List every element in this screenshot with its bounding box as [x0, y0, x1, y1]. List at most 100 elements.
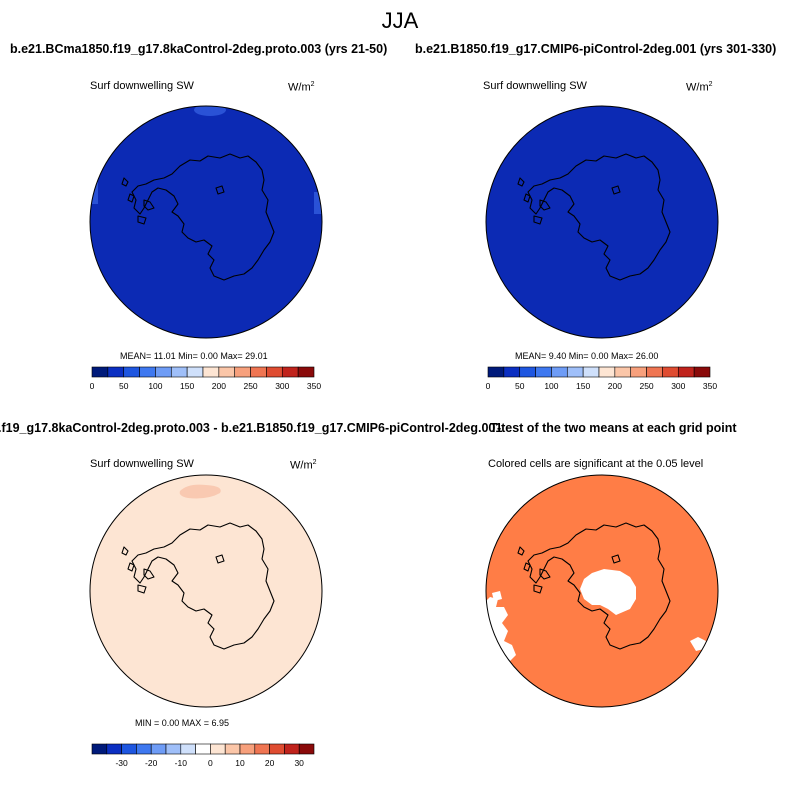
map-1-highlight-edge [90, 182, 98, 204]
colorbar-swatch [224, 743, 241, 755]
colorbar-swatch [487, 366, 505, 378]
colorbar-tick-label: 200 [608, 381, 622, 391]
colorbar-swatch [535, 366, 552, 378]
colorbar-swatch [150, 743, 167, 755]
colorbar-swatch [210, 743, 226, 755]
figure-title: JJA [381, 8, 419, 33]
colorbar-tick-label: 0 [208, 758, 213, 768]
colorbar-tick-label: -30 [115, 758, 128, 768]
colorbar-swatch [234, 366, 251, 378]
colorbar-swatch [266, 366, 283, 378]
map-3-field [90, 475, 322, 707]
map-4-border [485, 474, 719, 708]
panel-1-stats: MEAN= 11.01 Min= 0.00 Max= 29.01 [120, 351, 268, 361]
colorbar-swatch [646, 366, 663, 378]
colorbar-tick-label: 50 [515, 381, 525, 391]
colorbar-swatch [239, 743, 256, 755]
colorbar-swatch [155, 366, 172, 378]
colorbar-swatch [106, 743, 122, 755]
colorbar-swatch [218, 366, 236, 378]
panel-2-units: W/m2 [686, 81, 713, 94]
colorbar-tick-label: 10 [235, 758, 245, 768]
colorbar-swatch [269, 743, 285, 755]
colorbar-tick-label: 250 [639, 381, 653, 391]
colorbar-tick-label: 300 [671, 381, 685, 391]
colorbar-swatch [180, 743, 196, 755]
colorbar-tick-label: 350 [307, 381, 321, 391]
panel-3-subtitle: Surf downwelling SW [90, 458, 194, 470]
colorbar-swatch [139, 366, 156, 378]
colorbar-tick-label: 350 [703, 381, 717, 391]
map-4-nonsig-center [580, 569, 636, 615]
colorbar-tick-label: 50 [119, 381, 129, 391]
map-2-border [485, 105, 719, 339]
map-panel-2 [485, 105, 719, 339]
colorbar-tick-label: 100 [544, 381, 558, 391]
colorbar-swatch [519, 366, 536, 378]
map-panel-1 [89, 105, 323, 339]
panel-1-units: W/m2 [288, 81, 315, 94]
colorbar-swatch [136, 743, 152, 755]
colorbar-swatch [195, 743, 211, 755]
colorbar-swatch [582, 366, 600, 378]
colorbar-tick-label: 250 [243, 381, 257, 391]
colorbar-swatch [250, 366, 267, 378]
colorbar-tick-label: 150 [576, 381, 590, 391]
panel-2-subtitle: Surf downwelling SW [483, 80, 587, 92]
colorbar-tick-label: 100 [148, 381, 162, 391]
colorbar-swatch [123, 366, 140, 378]
colorbar-swatch [298, 743, 315, 755]
colorbar-2: 0 50 100 150 200 250 300 350 [486, 366, 717, 391]
colorbar-tick-label: -20 [145, 758, 158, 768]
colorbar-swatch [677, 366, 695, 378]
colorbar-swatch [693, 366, 711, 378]
colorbar-swatch [202, 366, 220, 378]
panel-2-stats: MEAN= 9.40 Min= 0.00 Max= 26.00 [515, 351, 659, 361]
colorbar-swatch [91, 743, 108, 755]
panel-2-title: b.e21.B1850.f19_g17.CMIP6-piControl-2deg… [415, 42, 777, 56]
colorbar-swatch [566, 366, 584, 378]
colorbar-tick-label: 20 [265, 758, 275, 768]
colorbar-tick-label: 0 [486, 381, 491, 391]
map-1-border [89, 105, 323, 339]
colorbar-tick-label: -10 [175, 758, 188, 768]
map-1-highlight-edge-right [314, 192, 322, 214]
colorbar-swatch [281, 366, 299, 378]
colorbar-swatch [503, 366, 521, 378]
panel-1-title: b.e21.BCma1850.f19_g17.8kaControl-2deg.p… [10, 42, 388, 56]
panel-3-units: W/m2 [290, 459, 317, 472]
map-4-nonsig-right [690, 637, 706, 651]
colorbar-swatch [107, 366, 125, 378]
colorbar-tick-label: 150 [180, 381, 194, 391]
map-2-field [486, 106, 718, 338]
colorbar-swatch [284, 743, 300, 755]
panel-4-subtitle: Colored cells are significant at the 0.0… [488, 458, 704, 470]
colorbar-swatch [91, 366, 109, 378]
colorbar-tick-label: 300 [275, 381, 289, 391]
colorbar-swatch [254, 743, 270, 755]
colorbar-swatch [170, 366, 188, 378]
map-3-border [89, 474, 323, 708]
colorbar-1: 0 50 100 150 200 250 300 350 [90, 366, 321, 391]
colorbar-tick-label: 0 [90, 381, 95, 391]
colorbar-swatch [186, 366, 204, 378]
map-panel-4 [485, 474, 719, 708]
colorbar-swatch [598, 366, 616, 378]
map-1-field [90, 106, 322, 338]
colorbar-swatch [630, 366, 647, 378]
colorbar-swatch [121, 743, 137, 755]
map-4-nonsig-small [492, 591, 502, 601]
colorbar-tick-label: 200 [212, 381, 226, 391]
panel-3-stats: MIN = 0.00 MAX = 6.95 [135, 718, 230, 728]
colorbar-swatch [614, 366, 632, 378]
colorbar-swatch [551, 366, 568, 378]
map-panel-3 [89, 474, 323, 708]
colorbar-3: -30 -20 -10 0 10 20 30 [91, 743, 315, 768]
colorbar-tick-label: 30 [294, 758, 304, 768]
panel-1-subtitle: Surf downwelling SW [90, 80, 194, 92]
panel-3-title: .f19_g17.8kaControl-2deg.proto.003 - b.e… [0, 421, 503, 435]
colorbar-swatch [297, 366, 315, 378]
colorbar-swatch [165, 743, 182, 755]
map-3-highlight [179, 484, 221, 499]
panel-4-title: T-test of the two means at each grid poi… [490, 421, 737, 435]
